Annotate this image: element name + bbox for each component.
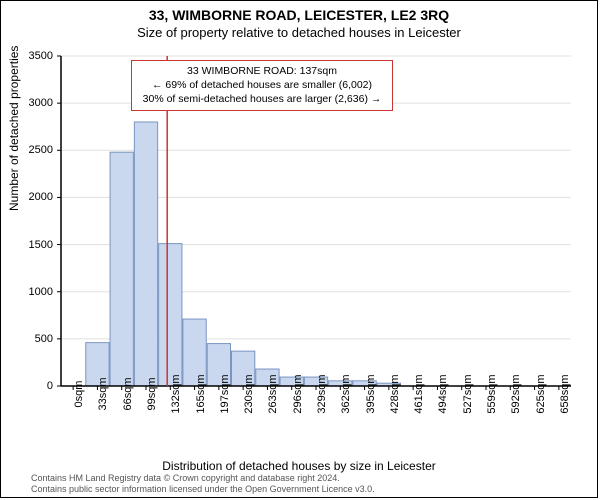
bar (159, 244, 182, 386)
ytick-label: 3000 (13, 97, 53, 109)
xtick-label: 494sqm (437, 374, 449, 413)
property-info-box: 33 WIMBORNE ROAD: 137sqm ← 69% of detach… (131, 60, 393, 111)
ytick-label: 3500 (13, 50, 53, 62)
xtick-label: 592sqm (510, 374, 522, 413)
y-axis-label: Number of detached properties (7, 46, 21, 211)
x-axis-label: Distribution of detached houses by size … (1, 459, 597, 473)
bar (134, 122, 157, 386)
footnote-line1: Contains HM Land Registry data © Crown c… (31, 473, 340, 483)
chart-container: 33, WIMBORNE ROAD, LEICESTER, LE2 3RQ Si… (0, 0, 598, 498)
xtick-label: 329sqm (316, 374, 328, 413)
infobox-line1: 33 WIMBORNE ROAD: 137sqm (138, 64, 386, 78)
xtick-label: 362sqm (340, 374, 352, 413)
xtick-label: 296sqm (292, 374, 304, 413)
xtick-label: 428sqm (389, 374, 401, 413)
xtick-label: 165sqm (195, 374, 207, 413)
infobox-line3: 30% of semi-detached houses are larger (… (138, 92, 386, 106)
xtick-label: 197sqm (219, 374, 231, 413)
title-sub: Size of property relative to detached ho… (1, 23, 597, 46)
xtick-label: 99sqm (146, 377, 158, 410)
ytick-label: 1500 (13, 239, 53, 251)
ytick-label: 2000 (13, 191, 53, 203)
xtick-label: 658sqm (559, 374, 571, 413)
ytick-label: 500 (13, 333, 53, 345)
xtick-label: 230sqm (243, 374, 255, 413)
xtick-label: 33sqm (97, 377, 109, 410)
xtick-label: 527sqm (462, 374, 474, 413)
xtick-label: 559sqm (486, 374, 498, 413)
xtick-label: 132sqm (170, 374, 182, 413)
infobox-line2: ← 69% of detached houses are smaller (6,… (138, 78, 386, 92)
xtick-label: 395sqm (365, 374, 377, 413)
ytick-label: 2500 (13, 144, 53, 156)
footnote: Contains HM Land Registry data © Crown c… (31, 473, 375, 495)
chart-area: 33 WIMBORNE ROAD: 137sqm ← 69% of detach… (61, 56, 571, 386)
title-main: 33, WIMBORNE ROAD, LEICESTER, LE2 3RQ (1, 1, 597, 23)
ytick-label: 0 (13, 380, 53, 392)
xtick-label: 66sqm (122, 377, 134, 410)
xtick-label: 0sqm (73, 381, 85, 408)
xtick-label: 263sqm (267, 374, 279, 413)
xtick-label: 625sqm (535, 374, 547, 413)
xtick-label: 461sqm (413, 374, 425, 413)
footnote-line2: Contains public sector information licen… (31, 484, 375, 494)
ytick-label: 1000 (13, 286, 53, 298)
bar (110, 152, 133, 386)
